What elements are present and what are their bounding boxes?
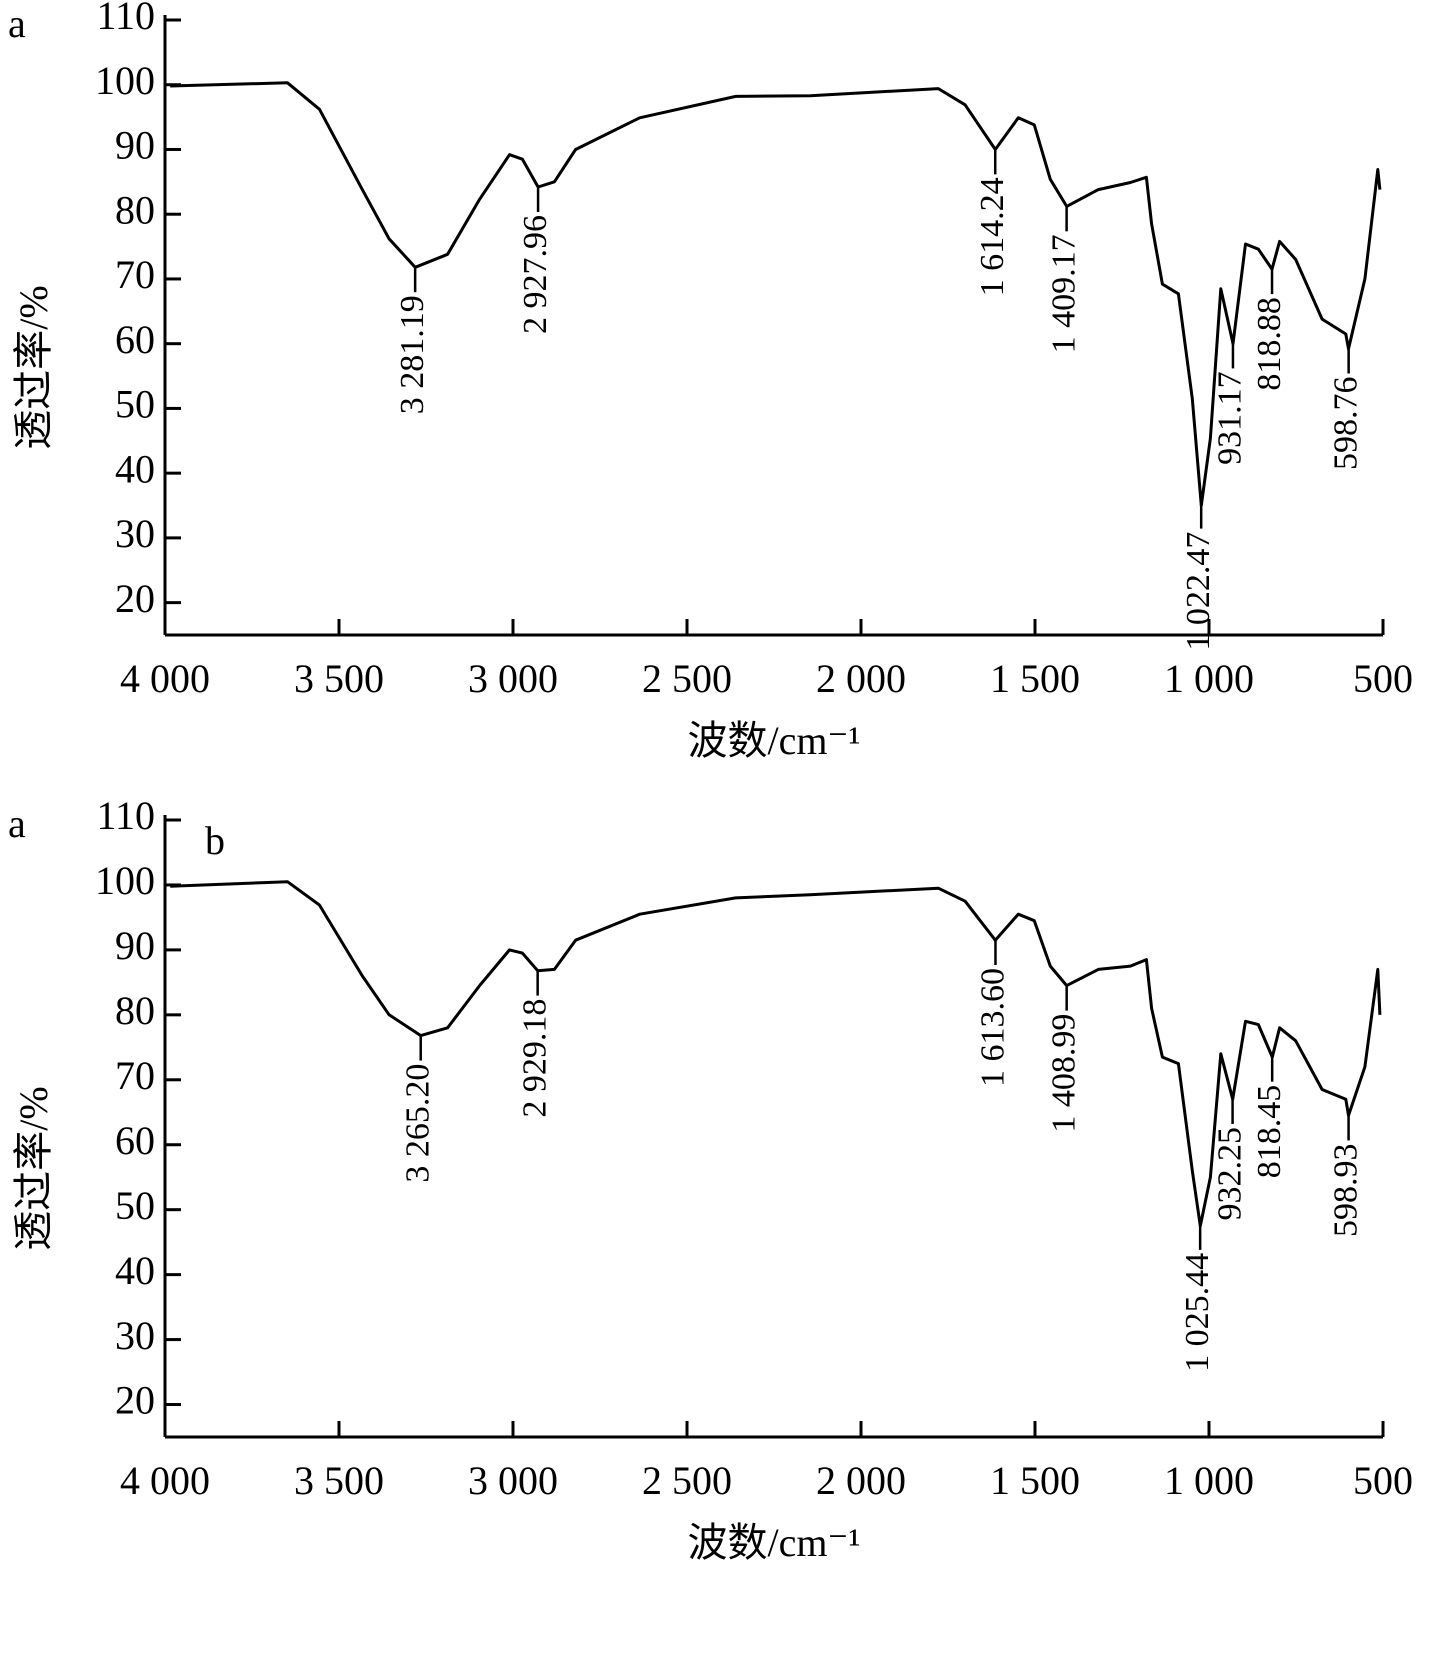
- x-tick-label: 3 000: [468, 656, 558, 701]
- y-tick-label: 20: [115, 1378, 155, 1423]
- panel-label: b: [205, 818, 225, 863]
- peak-label: 931.17: [1212, 371, 1249, 465]
- peak-label: 2 929.18: [516, 999, 553, 1118]
- y-tick-label: 20: [115, 576, 155, 621]
- panel-label: a: [8, 1, 26, 46]
- x-tick-label: 500: [1353, 1458, 1413, 1503]
- x-axis-label: 波数/cm⁻¹: [687, 718, 860, 763]
- x-tick-label: 2 500: [642, 656, 732, 701]
- peak-label: 1 025.44: [1179, 1253, 1216, 1372]
- x-tick-label: 1 500: [990, 1458, 1080, 1503]
- y-tick-label: 60: [115, 1118, 155, 1163]
- x-tick-label: 4 000: [120, 1458, 210, 1503]
- x-tick-label: 2 000: [816, 656, 906, 701]
- x-tick-label: 3 000: [468, 1458, 558, 1503]
- x-tick-label: 500: [1353, 656, 1413, 701]
- y-tick-label: 50: [115, 382, 155, 427]
- peak-label: 598.76: [1327, 377, 1364, 471]
- y-tick-label: 90: [115, 123, 155, 168]
- x-tick-label: 3 500: [294, 1458, 384, 1503]
- y-tick-label: 100: [95, 58, 155, 103]
- peak-label: 3 281.19: [394, 295, 431, 414]
- y-axis-label: 透过率/%: [11, 1086, 56, 1250]
- x-tick-label: 2 500: [642, 1458, 732, 1503]
- y-tick-label: 50: [115, 1183, 155, 1228]
- peak-label: 818.88: [1251, 297, 1288, 391]
- y-tick-label: 70: [115, 1053, 155, 1098]
- y-tick-label: 80: [115, 187, 155, 232]
- peak-label: 1 408.99: [1045, 1014, 1082, 1133]
- peak-label: 818.45: [1251, 1085, 1288, 1179]
- peak-label: 1 022.47: [1180, 532, 1217, 651]
- y-tick-label: 110: [96, 793, 155, 838]
- y-tick-label: 60: [115, 317, 155, 362]
- y-tick-label: 40: [115, 1248, 155, 1293]
- peak-label: 1 409.17: [1045, 234, 1082, 353]
- panel-label: a: [8, 801, 26, 846]
- y-tick-label: 80: [115, 988, 155, 1033]
- spectrum-line: [170, 81, 1382, 507]
- x-tick-label: 1 000: [1164, 656, 1254, 701]
- spectrum-line: [170, 880, 1382, 1228]
- x-tick-label: 1 500: [990, 656, 1080, 701]
- x-tick-label: 4 000: [120, 656, 210, 701]
- peak-label: 2 927.96: [517, 215, 554, 334]
- peak-label: 932.25: [1211, 1127, 1248, 1221]
- x-tick-label: 1 000: [1164, 1458, 1254, 1503]
- y-tick-label: 110: [96, 0, 155, 38]
- y-tick-label: 30: [115, 1313, 155, 1358]
- y-axis-label: 透过率/%: [11, 285, 56, 449]
- y-tick-label: 70: [115, 252, 155, 297]
- x-tick-label: 3 500: [294, 656, 384, 701]
- peak-label: 3 265.20: [400, 1064, 437, 1183]
- x-tick-label: 2 000: [816, 1458, 906, 1503]
- x-axis-label: 波数/cm⁻¹: [687, 1520, 860, 1565]
- y-tick-label: 40: [115, 446, 155, 491]
- peak-label: 1 613.60: [974, 968, 1011, 1087]
- y-tick-label: 100: [95, 858, 155, 903]
- peak-label: 1 614.24: [974, 177, 1011, 296]
- y-tick-label: 30: [115, 511, 155, 556]
- peak-label: 598.93: [1327, 1143, 1364, 1237]
- y-tick-label: 90: [115, 923, 155, 968]
